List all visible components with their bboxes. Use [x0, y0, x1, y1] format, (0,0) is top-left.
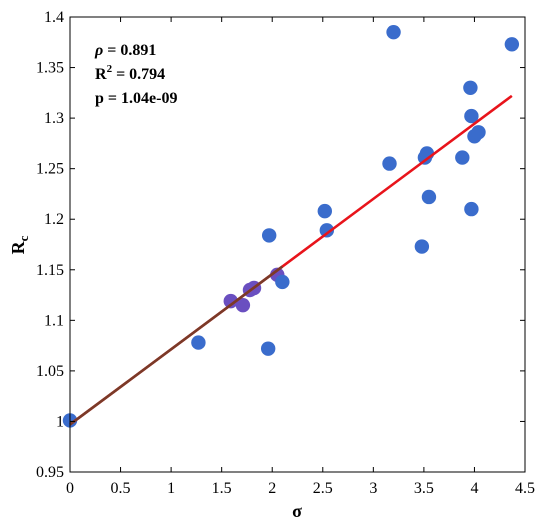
- data-point: [455, 150, 470, 165]
- x-tick-label: 0: [66, 480, 74, 497]
- data-point: [223, 293, 238, 309]
- data-point: [464, 108, 479, 124]
- x-tick-label: 2.5: [313, 480, 333, 497]
- data-point: [261, 228, 277, 243]
- data-point: [463, 80, 478, 95]
- y-tick-label: 1: [56, 413, 64, 430]
- y-axis-title: Rc: [8, 235, 31, 254]
- data-point: [317, 203, 332, 219]
- y-axis-title-subscript: c: [16, 235, 31, 241]
- x-tick-label: 1: [167, 480, 175, 497]
- data-point: [504, 37, 520, 52]
- data-point: [275, 274, 290, 290]
- data-point: [414, 239, 430, 254]
- ticks-layer: 0 0.5 1 1.5 2 2.5 3 3.5 4 4.5 0.95 1 1.05 1.1 1.15 1.2 1…: [36, 9, 535, 497]
- rho-symbol: ρ: [94, 42, 103, 59]
- fit-line-layer: [69, 94, 513, 426]
- rho-value: = 0.891: [103, 42, 156, 59]
- data-point: [319, 223, 335, 238]
- y-tick-label: 1.35: [36, 60, 64, 77]
- data-point: [260, 341, 276, 356]
- data-point: [421, 189, 437, 205]
- x-tick-label: 3: [369, 480, 377, 497]
- fit-line-overlap-segment: [69, 265, 284, 426]
- r2-superscript: 2: [107, 63, 113, 75]
- y-tick-label: 1.25: [36, 161, 64, 178]
- points-layer: [62, 24, 520, 428]
- y-axis-title-base: R: [8, 240, 28, 254]
- data-point: [235, 297, 251, 313]
- plot-frame: [69, 16, 526, 473]
- y-tick-label: 1.1: [44, 312, 64, 329]
- x-tick-label: 1.5: [212, 480, 232, 497]
- y-tick-label: 1.05: [36, 363, 64, 380]
- y-tick-label: 0.95: [36, 464, 64, 481]
- stats-p-value: p = 1.04e-09: [95, 90, 177, 107]
- stats-rho: ρ = 0.891: [94, 42, 156, 59]
- data-point: [464, 201, 479, 217]
- x-tick-label: 0.5: [111, 480, 131, 497]
- r2-value: = 0.794: [112, 66, 165, 83]
- x-axis-title: σ: [292, 501, 302, 521]
- data-point: [191, 335, 206, 350]
- stats-r2: R2 = 0.794: [95, 63, 165, 83]
- data-point: [386, 24, 401, 40]
- x-tick-label: 3.5: [414, 480, 434, 497]
- y-tick-label: 1.3: [44, 110, 64, 127]
- y-tick-label: 1.4: [44, 9, 64, 26]
- x-tick-label: 2: [268, 480, 276, 497]
- data-point: [471, 125, 486, 140]
- y-tick-label: 1.2: [44, 211, 64, 228]
- y-tick-label: 1.15: [36, 262, 64, 279]
- data-point: [382, 156, 397, 171]
- x-tick-label: 4.5: [515, 480, 535, 497]
- x-tick-label: 4: [470, 480, 478, 497]
- r2-base: R: [95, 66, 107, 83]
